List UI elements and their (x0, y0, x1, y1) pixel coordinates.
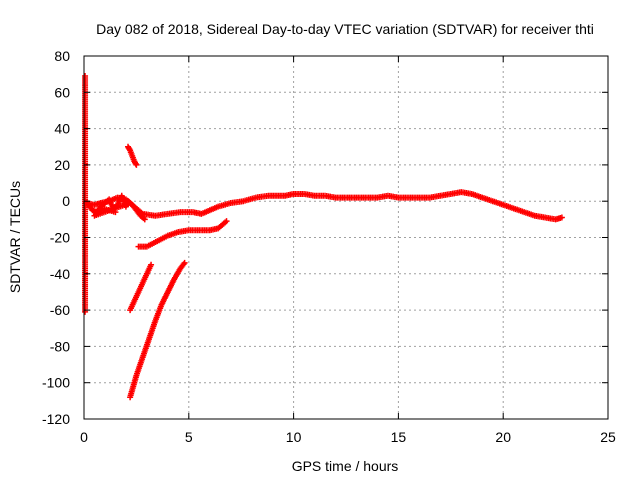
x-tick-label: 25 (600, 429, 616, 445)
series-early-scatter (85, 192, 134, 219)
y-tick-label: 40 (54, 121, 70, 137)
data-point (223, 218, 230, 225)
y-tick-label: -120 (42, 411, 70, 427)
x-tick-label: 10 (286, 429, 302, 445)
series-steep-2 (127, 259, 188, 401)
y-tick-label: 60 (54, 84, 70, 100)
x-axis-label: GPS time / hours (292, 458, 399, 474)
y-tick-label: 0 (62, 193, 70, 209)
series-steep-1 (127, 261, 155, 314)
series-upper-short (125, 143, 140, 168)
data-point (141, 216, 148, 223)
chart-title: Day 082 of 2018, Sidereal Day-to-day VTE… (96, 21, 594, 37)
x-tick-label: 5 (185, 429, 193, 445)
data-point (112, 209, 119, 216)
data-point (558, 214, 565, 221)
plot-frame (83, 55, 609, 420)
data-point (181, 259, 188, 266)
data-point (133, 161, 140, 168)
x-tick-label: 0 (80, 429, 88, 445)
y-tick-label: 80 (54, 48, 70, 64)
x-tick-label: 15 (391, 429, 407, 445)
series-main-trace (83, 189, 565, 223)
series-axis-ticks (82, 72, 89, 315)
y-axis-label: SDTVAR / TECUs (7, 181, 23, 293)
y-tick-label: -40 (50, 266, 70, 282)
y-tick-label: 20 (54, 157, 70, 173)
series-lower-arc (135, 218, 230, 250)
y-tick-label: -80 (50, 338, 70, 354)
axis-ticks: 0 5 10 15 20 25 -120 -100 -80 -60 -40 -20 0 20 40 60 80 (42, 48, 616, 445)
grid (84, 56, 608, 419)
data-point (148, 261, 155, 268)
x-tick-label: 20 (495, 429, 511, 445)
y-tick-label: -100 (42, 375, 70, 391)
plot-area (82, 72, 565, 401)
y-tick-label: -60 (50, 302, 70, 318)
series-falling-branch (125, 198, 148, 223)
y-tick-label: -20 (50, 230, 70, 246)
